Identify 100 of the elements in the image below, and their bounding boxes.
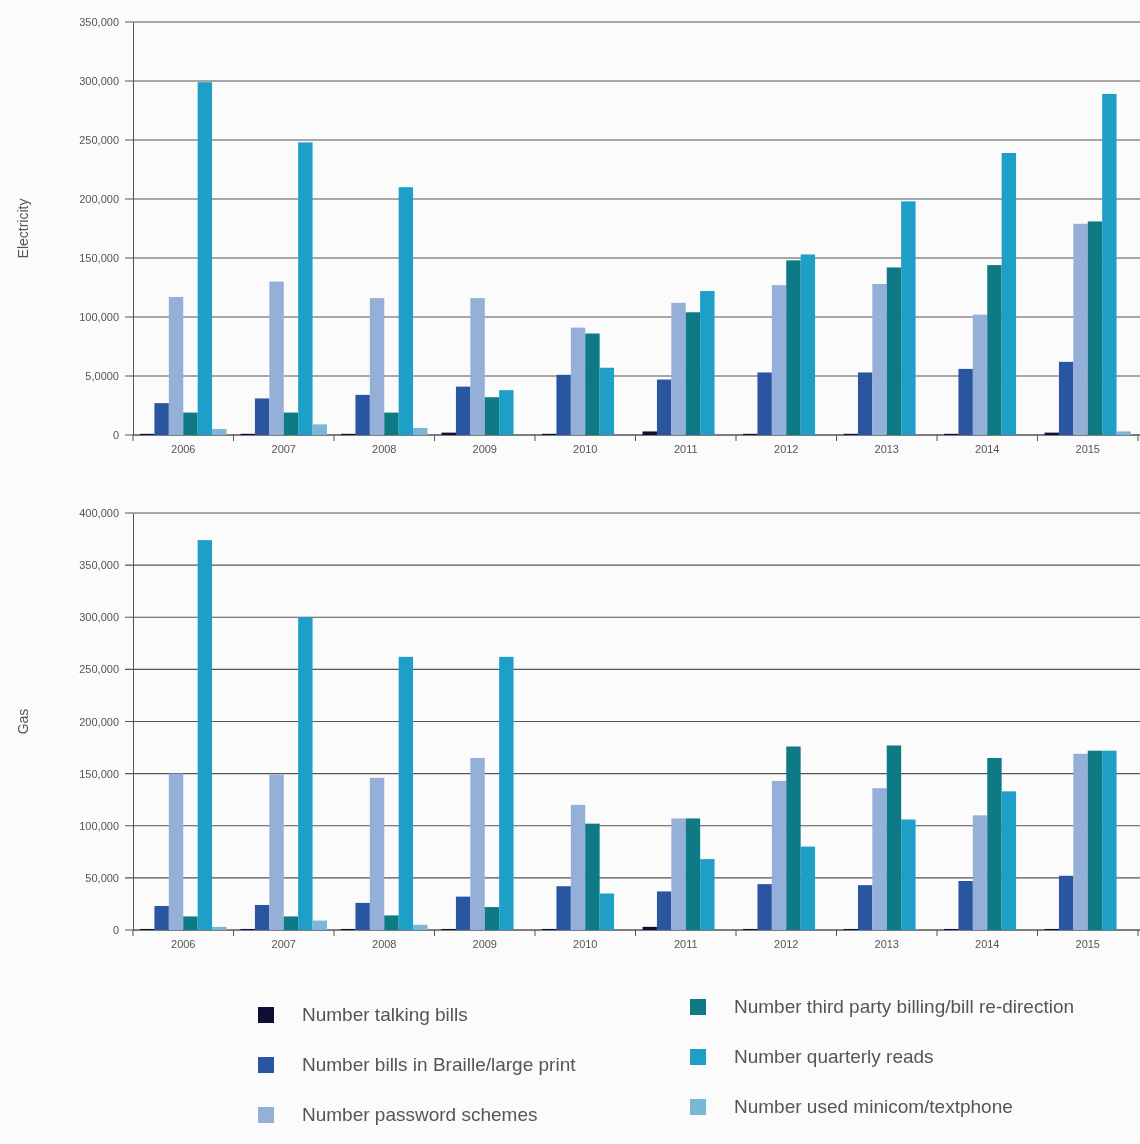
bar	[857, 372, 873, 435]
bar	[771, 780, 787, 930]
bar	[757, 372, 772, 435]
y-tick-label: 0	[112, 429, 119, 442]
y-tick-label: 250,000	[79, 134, 119, 147]
bar	[987, 757, 1002, 930]
y-tick-label: 300,000	[79, 611, 119, 624]
bar	[886, 745, 902, 930]
y-tick-label: 350,000	[79, 16, 119, 29]
bar	[642, 926, 657, 930]
y-tick-label: 400,000	[79, 507, 119, 520]
bar	[384, 412, 399, 435]
bar	[168, 296, 184, 435]
x-tick-label: 2012	[774, 442, 799, 455]
bar	[197, 82, 213, 435]
bar	[656, 891, 672, 930]
bar	[1102, 750, 1117, 930]
legend-label: Number third party billing/bill re-direction	[734, 996, 1075, 1017]
bar	[700, 291, 715, 435]
bar	[1073, 223, 1088, 435]
x-tick-label: 2007	[271, 442, 296, 455]
legend-label: Number used minicom/textphone	[734, 1096, 1013, 1117]
bar	[413, 924, 428, 930]
bar	[1058, 361, 1074, 435]
bar	[1001, 152, 1017, 435]
bar	[470, 757, 485, 930]
y-axis-title: Electricity	[15, 198, 31, 259]
bar	[757, 884, 772, 930]
bar	[972, 815, 988, 930]
x-tick-label: 2014	[975, 937, 1000, 950]
y-tick-label: 50,000	[85, 871, 119, 884]
bar	[901, 201, 916, 435]
bar	[556, 886, 571, 930]
bar	[283, 916, 299, 930]
bar	[1087, 750, 1103, 930]
legend-label: Number bills in Braille/large print	[302, 1054, 577, 1075]
bar	[183, 916, 198, 930]
bar	[685, 312, 701, 435]
bar	[355, 394, 370, 435]
bar	[154, 906, 169, 930]
bar	[283, 412, 299, 435]
x-tick-label: 2011	[673, 442, 698, 455]
bar	[499, 390, 514, 435]
bar	[212, 926, 227, 930]
bar	[958, 368, 973, 435]
bar	[972, 314, 988, 435]
bar	[599, 367, 615, 435]
x-tick-label: 2006	[171, 937, 196, 950]
bar	[656, 379, 672, 435]
bar	[499, 656, 514, 930]
x-tick-label: 2009	[472, 937, 497, 950]
bar	[671, 302, 686, 435]
bar	[369, 298, 385, 435]
bar	[484, 907, 500, 930]
bar	[786, 746, 801, 930]
bar	[786, 260, 801, 435]
x-tick-label: 2008	[372, 937, 397, 950]
x-tick-label: 2015	[1075, 937, 1100, 950]
bar	[958, 881, 973, 930]
bar	[455, 386, 471, 435]
bar	[872, 788, 887, 930]
y-tick-label: 150,000	[79, 252, 119, 265]
x-tick-label: 2007	[271, 937, 296, 950]
x-tick-label: 2010	[573, 442, 598, 455]
y-axis-title: Gas	[15, 708, 31, 735]
bar	[269, 281, 284, 435]
bar	[455, 896, 471, 930]
bar	[585, 333, 600, 435]
bar	[384, 915, 399, 930]
bar	[470, 298, 485, 435]
bar	[1058, 875, 1074, 930]
bar	[369, 777, 385, 930]
bar	[312, 920, 327, 930]
bar	[197, 540, 213, 930]
bar	[1087, 221, 1103, 435]
y-tick-label: 250,000	[79, 663, 119, 676]
bar	[298, 617, 313, 930]
y-tick-label: 150,000	[79, 767, 119, 780]
y-tick-label: 300,000	[79, 75, 119, 88]
y-tick-label: 200,000	[79, 715, 119, 728]
bar	[1116, 431, 1131, 435]
bar	[857, 885, 873, 930]
legend-label: Number talking bills	[302, 1004, 468, 1025]
x-tick-label: 2011	[673, 937, 698, 950]
y-tick-label: 100,000	[79, 819, 119, 832]
bar	[671, 818, 686, 930]
x-tick-label: 2013	[874, 442, 899, 455]
y-tick-label: 350,000	[79, 559, 119, 572]
bar	[901, 819, 916, 930]
x-tick-label: 2014	[975, 442, 1000, 455]
bar	[642, 431, 657, 435]
legend-label: Number quarterly reads	[734, 1046, 934, 1067]
bar	[1102, 93, 1117, 435]
bar	[413, 427, 428, 435]
x-tick-label: 2008	[372, 442, 397, 455]
bar	[183, 412, 198, 435]
bar	[570, 804, 586, 930]
y-tick-label: 200,000	[79, 193, 119, 206]
x-tick-label: 2013	[874, 937, 899, 950]
x-tick-label: 2015	[1075, 442, 1100, 455]
